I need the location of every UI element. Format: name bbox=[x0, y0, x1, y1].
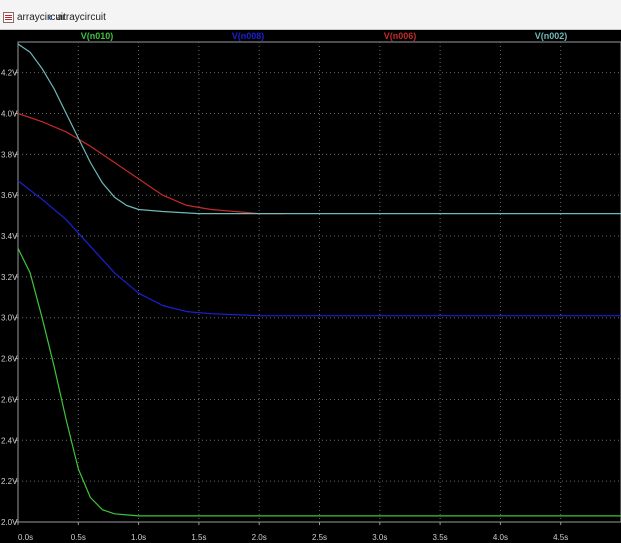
tab-label: arraycircuit bbox=[57, 11, 106, 23]
x-tick-label: 0.5s bbox=[71, 533, 86, 542]
waveform-chart[interactable]: 0.0s 0.5s 1.0s 1.5s 2.0s 2.5s 3.0s 3.5s 4.0s 4.5s… bbox=[0, 30, 621, 543]
waveform-plot[interactable]: 0.0s 0.5s 1.0s 1.5s 2.0s 2.5s 3.0s 3.5s 4.0s 4.5s… bbox=[0, 30, 621, 543]
legend-entry: V(n006) bbox=[384, 31, 417, 41]
y-tick-label: 2.0V bbox=[1, 518, 18, 527]
x-tick-label: 3.5s bbox=[433, 533, 448, 542]
y-tick-label: 2.6V bbox=[1, 395, 18, 404]
waveform-icon: ‹ bbox=[48, 9, 52, 24]
y-tick-label: 2.4V bbox=[1, 436, 18, 445]
y-tick-label: 3.0V bbox=[1, 314, 18, 323]
y-tick-label: 3.8V bbox=[1, 150, 18, 159]
series-line-vn006 bbox=[17, 112, 284, 215]
series-line-vn008 bbox=[17, 180, 621, 317]
y-tick-label: 3.2V bbox=[1, 273, 18, 282]
x-tick-label: 2.5s bbox=[312, 533, 327, 542]
x-tick-label: 1.0s bbox=[131, 533, 146, 542]
y-tick-label: 2.2V bbox=[1, 477, 18, 486]
y-tick-label: 2.8V bbox=[1, 355, 18, 364]
y-tick-label: 4.2V bbox=[1, 69, 18, 78]
x-tick-label: 4.5s bbox=[553, 533, 568, 542]
y-tick-label: 4.0V bbox=[1, 109, 18, 118]
series-line-vn010 bbox=[17, 248, 621, 517]
legend-entry: V(n008) bbox=[232, 31, 265, 41]
x-tick-label: 1.5s bbox=[191, 533, 206, 542]
legend-entry: V(n002) bbox=[535, 31, 568, 41]
series-line-vn002 bbox=[17, 43, 621, 215]
tab-schematic[interactable]: arraycircuit bbox=[3, 8, 66, 26]
tab-waveform[interactable]: ‹ arraycircuit bbox=[46, 8, 106, 26]
legend-entry: V(n010) bbox=[81, 31, 114, 41]
x-tick-label: 2.0s bbox=[252, 533, 267, 542]
schematic-icon bbox=[3, 11, 14, 23]
y-tick-label: 3.4V bbox=[1, 232, 18, 241]
x-tick-label: 4.0s bbox=[493, 533, 508, 542]
tab-label: arraycircuit bbox=[17, 11, 66, 23]
tab-bar: arraycircuit ‹ arraycircuit bbox=[0, 0, 621, 30]
x-tick-label: 3.0s bbox=[372, 533, 387, 542]
y-tick-label: 3.6V bbox=[1, 191, 18, 200]
x-tick-label: 0.0s bbox=[18, 533, 33, 542]
